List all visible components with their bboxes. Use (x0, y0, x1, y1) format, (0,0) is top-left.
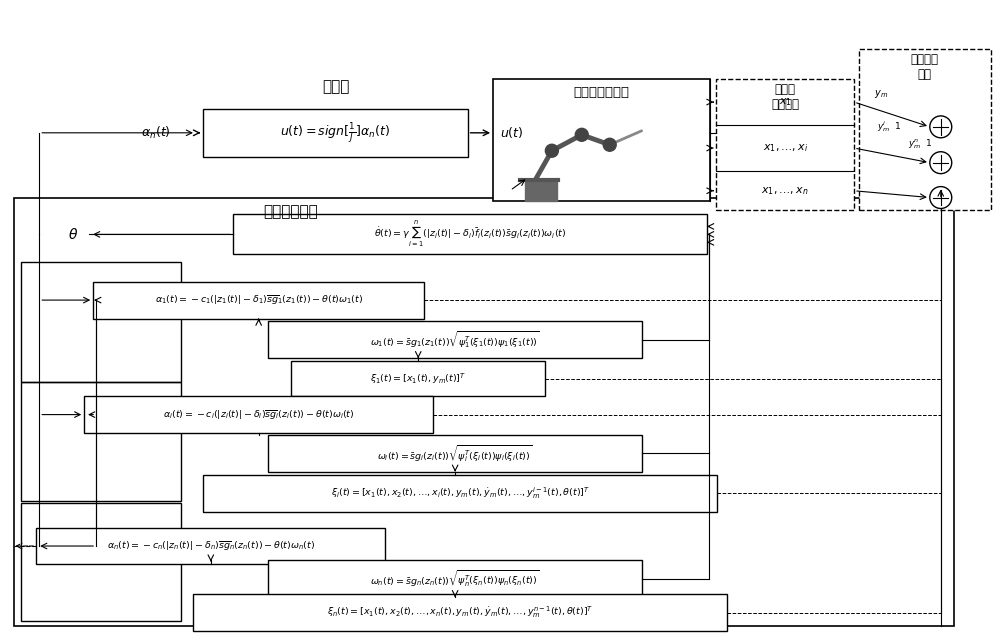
Circle shape (930, 187, 952, 209)
Text: 控制器: 控制器 (322, 80, 349, 94)
Text: $\alpha_i(t)=-c_i(|z_i(t)|-\delta_i)\overline{sg}_i(z_i(t))-\theta(t)\omega_i(t): $\alpha_i(t)=-c_i(|z_i(t)|-\delta_i)\ove… (163, 408, 354, 422)
Text: 参数更新模块: 参数更新模块 (263, 204, 318, 219)
Bar (291, 361, 545, 396)
Bar (233, 214, 707, 254)
Circle shape (575, 128, 588, 141)
Text: $\dot{\theta}(t)=\gamma\sum_{i=1}^{n}(|z_i(t)|-\delta_i)\bar{f}_i(z_i(t))\bar{s}: $\dot{\theta}(t)=\gamma\sum_{i=1}^{n}(|z… (374, 220, 566, 249)
Text: $\alpha_n(t)=-c_n(|z_n(t)|-\delta_n)\overline{sg}_n(z_n(t))-\theta(t)\omega_n(t): $\alpha_n(t)=-c_n(|z_n(t)|-\delta_n)\ove… (107, 539, 315, 553)
Circle shape (603, 138, 616, 152)
Text: $y_m$: $y_m$ (874, 88, 888, 100)
Text: $x_1,\ldots,x_n$: $x_1,\ldots,x_n$ (761, 185, 809, 196)
Text: $u(t)$: $u(t)$ (500, 125, 524, 141)
Bar (21, 262, 181, 382)
Text: $\alpha_1(t)=-c_1(|z_1(t)|-\delta_1)\overline{sg}_1(z_1(t))-\theta(t)\omega_1(t): $\alpha_1(t)=-c_1(|z_1(t)|-\delta_1)\ove… (155, 293, 363, 307)
Text: $\omega_n(t)=\bar{s}g_n(z_n(t))\sqrt{\psi_n^T(\xi_n(t))\psi_n(\xi_n(t))}$: $\omega_n(t)=\bar{s}g_n(z_n(t))\sqrt{\ps… (370, 569, 540, 589)
Text: 柔性机械臂系统: 柔性机械臂系统 (574, 87, 630, 100)
Bar (21, 503, 181, 621)
Bar (93, 282, 424, 318)
Text: $\xi_n(t)=[x_1(t),x_2(t),\ldots,x_n(t),y_m(t),\dot{y}_m(t),\ldots,y_m^{n-1}(t),\: $\xi_n(t)=[x_1(t),x_2(t),\ldots,x_n(t),y… (327, 605, 593, 620)
Text: $\omega_i(t)=\bar{s}g_i(z_i(t))\sqrt{\psi_i^T(\xi_i(t))\psi_i(\xi_i(t))}$: $\omega_i(t)=\bar{s}g_i(z_i(t))\sqrt{\ps… (377, 443, 533, 464)
Text: $\xi_1(t)=[x_1(t),y_m(t)]^T$: $\xi_1(t)=[x_1(t),y_m(t)]^T$ (370, 372, 466, 386)
Bar (268, 560, 642, 597)
Bar (859, 49, 991, 211)
Circle shape (545, 144, 558, 157)
Bar (21, 382, 181, 501)
Text: $y_m^i\ \ 1$: $y_m^i\ \ 1$ (877, 119, 901, 134)
Bar (268, 435, 642, 472)
Bar (268, 322, 642, 358)
Text: $y_m^n\ \ 1$: $y_m^n\ \ 1$ (908, 137, 933, 150)
Bar (716, 79, 854, 211)
Text: $\omega_1(t)=\bar{s}g_1(z_1(t))\sqrt{\psi_1^T(\xi_1(t))\psi_1(\xi_1(t))}$: $\omega_1(t)=\bar{s}g_1(z_1(t))\sqrt{\ps… (370, 329, 540, 350)
Bar (525, 178, 557, 200)
Text: $u(t)=sign[\frac{1}{J}]\alpha_n(t)$: $u(t)=sign[\frac{1}{J}]\alpha_n(t)$ (280, 121, 391, 144)
Text: 期望轨迹
信号: 期望轨迹 信号 (911, 53, 939, 81)
Bar (14, 198, 954, 626)
Bar (193, 594, 727, 631)
Text: $\xi_i(t)=[x_1(t),x_2(t),\ldots,x_i(t),y_m(t),\dot{y}_m(t),\ldots,y_m^{i-1}(t),\: $\xi_i(t)=[x_1(t),x_2(t),\ldots,x_i(t),y… (331, 486, 590, 501)
Circle shape (930, 152, 952, 173)
Bar (84, 396, 433, 433)
Text: 传感器
测量结果: 传感器 测量结果 (771, 83, 799, 111)
Text: $\alpha_n(t)$: $\alpha_n(t)$ (141, 125, 171, 141)
Bar (203, 109, 468, 157)
Bar (493, 79, 710, 200)
Text: $x_1$: $x_1$ (779, 96, 792, 108)
Bar (203, 475, 717, 512)
Text: $x_1,\ldots,x_i$: $x_1,\ldots,x_i$ (763, 142, 808, 154)
Text: $\theta$: $\theta$ (68, 227, 78, 242)
Bar (36, 528, 385, 564)
Circle shape (930, 116, 952, 138)
